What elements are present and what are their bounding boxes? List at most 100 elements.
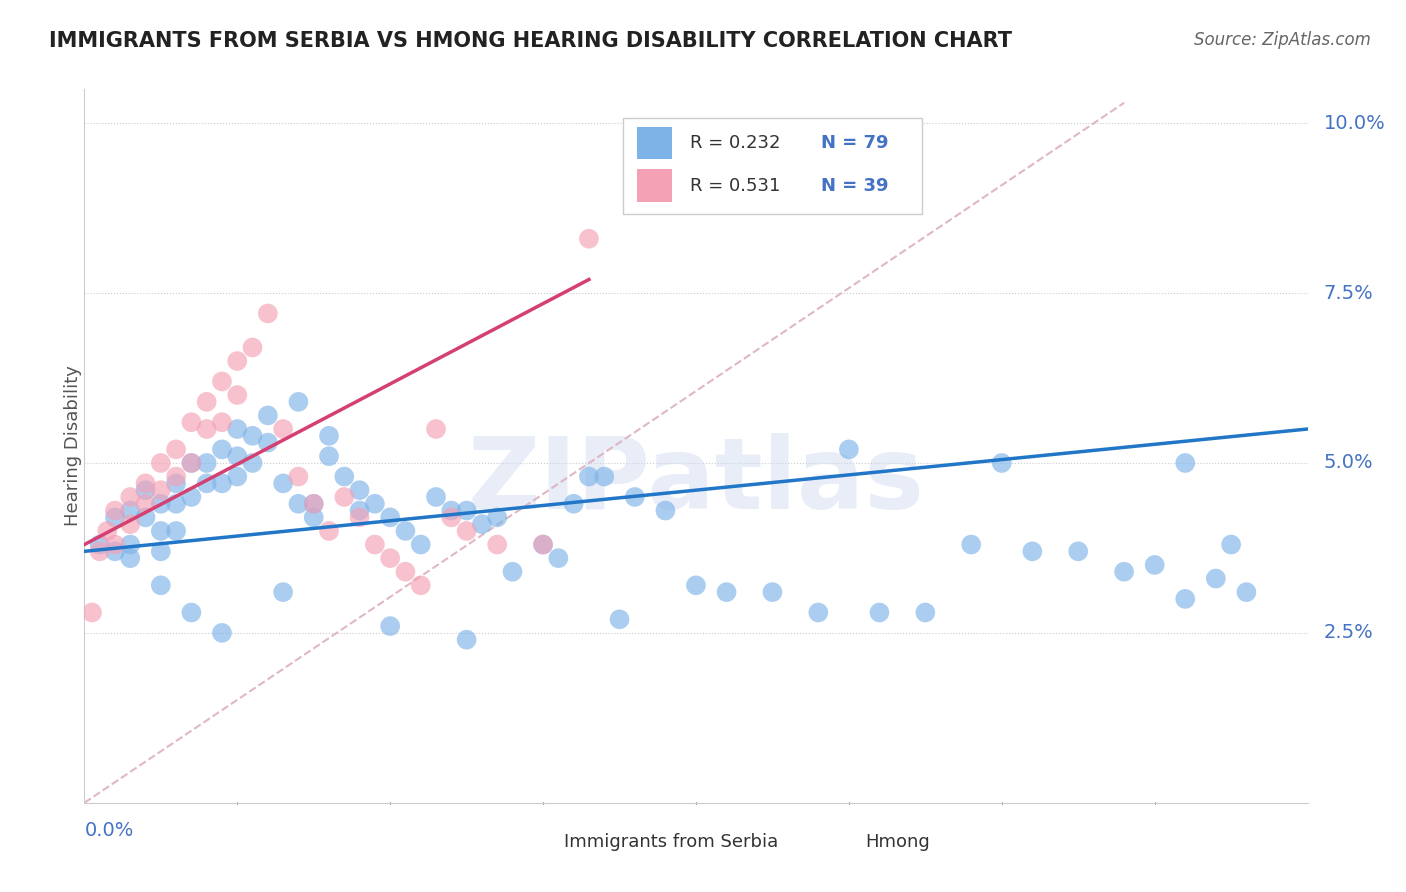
FancyBboxPatch shape [637, 169, 672, 202]
Point [1220, 537, 1243, 551]
Point [195, 422, 218, 436]
Point [96, 524, 118, 538]
Point [349, 510, 371, 524]
Point [349, 503, 371, 517]
Point [287, 394, 309, 409]
Point [685, 578, 707, 592]
Point [425, 490, 447, 504]
Point [120, 490, 142, 504]
Point [257, 435, 280, 450]
Point [761, 585, 783, 599]
Point [440, 503, 463, 517]
Point [409, 537, 432, 551]
Point [104, 503, 127, 517]
Text: R = 0.531: R = 0.531 [690, 177, 780, 194]
Point [531, 537, 554, 551]
Point [180, 490, 202, 504]
Point [624, 490, 647, 504]
Point [380, 619, 402, 633]
Point [271, 422, 294, 436]
Point [149, 497, 172, 511]
Point [914, 606, 936, 620]
Point [531, 537, 554, 551]
Point [578, 232, 600, 246]
Point [609, 612, 631, 626]
Y-axis label: Hearing Disability: Hearing Disability [65, 366, 82, 526]
FancyBboxPatch shape [519, 831, 553, 860]
Point [456, 503, 478, 517]
Point [149, 483, 172, 498]
Point [120, 551, 142, 566]
Point [394, 565, 416, 579]
Point [318, 449, 340, 463]
Point [211, 442, 233, 457]
Point [578, 469, 600, 483]
Point [654, 503, 676, 517]
Point [180, 456, 202, 470]
Text: N = 39: N = 39 [821, 177, 889, 194]
Point [242, 456, 264, 470]
Point [380, 551, 402, 566]
Point [380, 510, 402, 524]
Text: 7.5%: 7.5% [1323, 284, 1374, 302]
Point [104, 544, 127, 558]
Point [271, 476, 294, 491]
Text: IMMIGRANTS FROM SERBIA VS HMONG HEARING DISABILITY CORRELATION CHART: IMMIGRANTS FROM SERBIA VS HMONG HEARING … [49, 31, 1012, 51]
Point [593, 469, 616, 483]
Point [869, 606, 891, 620]
Point [242, 429, 264, 443]
Text: 2.5%: 2.5% [1323, 624, 1374, 642]
Point [287, 497, 309, 511]
Point [257, 306, 280, 320]
Point [195, 476, 218, 491]
Text: 0.0%: 0.0% [84, 821, 134, 839]
Point [180, 415, 202, 429]
Point [838, 442, 860, 457]
Point [302, 497, 325, 511]
Point [89, 544, 111, 558]
Point [486, 510, 509, 524]
Point [409, 578, 432, 592]
FancyBboxPatch shape [637, 127, 672, 159]
Text: Hmong: Hmong [865, 833, 929, 851]
Point [364, 497, 387, 511]
Point [502, 565, 524, 579]
Point [991, 456, 1014, 470]
Point [104, 510, 127, 524]
Point [318, 429, 340, 443]
Text: 10.0%: 10.0% [1323, 113, 1385, 133]
Point [1205, 572, 1227, 586]
Text: Source: ZipAtlas.com: Source: ZipAtlas.com [1194, 31, 1371, 49]
Point [135, 476, 157, 491]
Point [226, 422, 249, 436]
Point [226, 354, 249, 368]
Point [1236, 585, 1258, 599]
Point [180, 606, 202, 620]
Point [165, 469, 187, 483]
Point [562, 497, 585, 511]
FancyBboxPatch shape [623, 118, 922, 214]
Point [211, 415, 233, 429]
Point [287, 469, 309, 483]
Point [149, 524, 172, 538]
Point [486, 537, 509, 551]
Point [1174, 456, 1197, 470]
Point [211, 375, 233, 389]
Point [226, 388, 249, 402]
Point [120, 503, 142, 517]
Point [1114, 565, 1136, 579]
Point [1143, 558, 1166, 572]
Point [135, 497, 157, 511]
Point [211, 476, 233, 491]
Point [165, 476, 187, 491]
Point [149, 578, 172, 592]
Text: Immigrants from Serbia: Immigrants from Serbia [564, 833, 778, 851]
Point [364, 537, 387, 551]
Point [165, 442, 187, 457]
Point [302, 497, 325, 511]
Point [226, 469, 249, 483]
Point [135, 510, 157, 524]
Point [120, 537, 142, 551]
Point [257, 409, 280, 423]
Text: 5.0%: 5.0% [1323, 453, 1374, 473]
